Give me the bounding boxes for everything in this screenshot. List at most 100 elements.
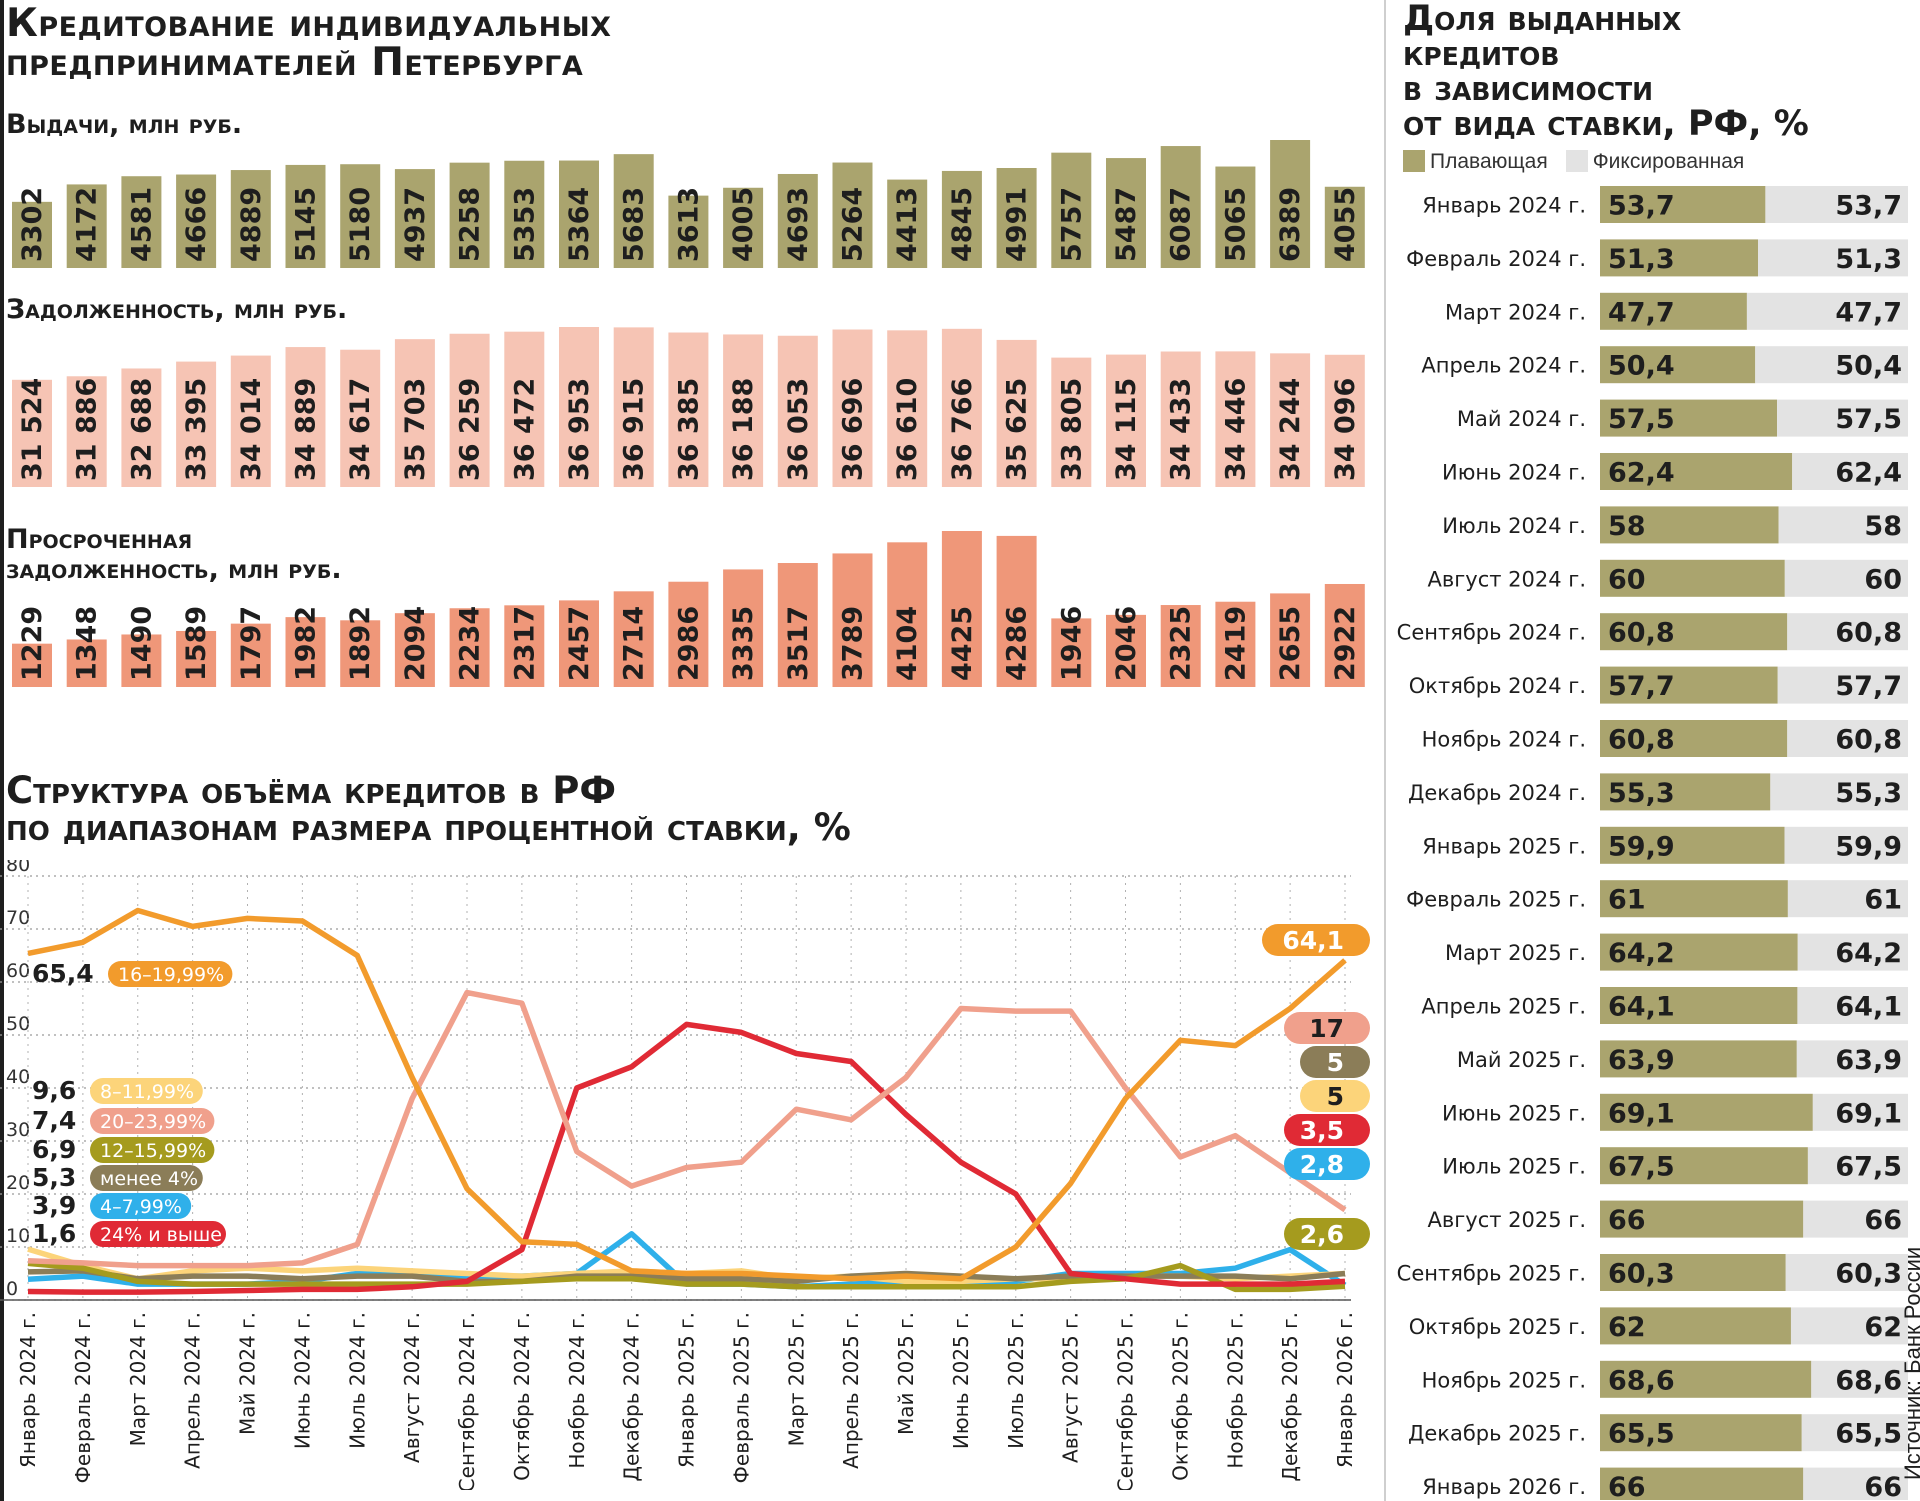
overdue-bar bbox=[941, 531, 982, 687]
overdue-label-line-1: Просроченная bbox=[6, 524, 193, 555]
rf-fixed-bar bbox=[1787, 613, 1908, 651]
issuance-value-label: 4845 bbox=[947, 187, 978, 262]
issuance-value-label: 4413 bbox=[892, 187, 923, 262]
debt-value-label: 36 188 bbox=[728, 378, 759, 481]
x-tick-label: Ноябрь 2025 г. bbox=[1223, 1312, 1247, 1469]
rf-fixed-value: 69,1 bbox=[1835, 1098, 1902, 1129]
rf-category-label: Ноябрь 2025 г. bbox=[1422, 1368, 1586, 1392]
debt-bar bbox=[723, 334, 764, 487]
debt-bar bbox=[449, 333, 490, 487]
overdue-value-label: 4104 bbox=[892, 606, 923, 681]
overdue-bar bbox=[1270, 593, 1311, 687]
overdue-value-label: 2655 bbox=[1275, 606, 1306, 681]
x-tick-label: Декабрь 2024 г. bbox=[620, 1312, 644, 1482]
rf-title: Доля выданных кредитов в зависимости от … bbox=[1403, 2, 1809, 142]
x-tick-label: Февраль 2024 г. bbox=[71, 1312, 95, 1483]
debt-bar bbox=[394, 339, 435, 487]
issuance-bar bbox=[723, 187, 764, 268]
overdue-bar bbox=[285, 617, 326, 687]
overdue-bar bbox=[723, 569, 764, 687]
rf-fixed-value: 53,7 bbox=[1835, 191, 1902, 222]
x-tick-label: Июнь 2025 г. bbox=[949, 1312, 973, 1449]
main-title-line-1: Кредитование индивидуальных bbox=[6, 1, 612, 46]
rf-fixed-bar bbox=[1755, 346, 1908, 384]
series-start-value: 7,4 bbox=[32, 1106, 76, 1135]
rf-floating-value: 69,1 bbox=[1608, 1098, 1675, 1129]
overdue-bar bbox=[66, 639, 107, 687]
series-start-value: 9,6 bbox=[32, 1076, 76, 1105]
legend-fixed: Фиксированная bbox=[1565, 150, 1744, 174]
rf-floating-bar bbox=[1600, 453, 1793, 490]
rf-fixed-value: 62,4 bbox=[1835, 458, 1902, 489]
y-tick-label: 30 bbox=[6, 1119, 30, 1141]
rf-category-label: Июнь 2024 г. bbox=[1442, 461, 1586, 485]
rf-fixed-value: 61 bbox=[1864, 885, 1902, 916]
rf-floating-bar bbox=[1600, 346, 1756, 384]
rf-fixed-bar bbox=[1792, 453, 1908, 490]
rf-floating-value: 65,5 bbox=[1608, 1419, 1675, 1450]
main-title-line-2: предпринимателей Петербурга bbox=[6, 40, 584, 85]
rf-fixed-value: 60,8 bbox=[1835, 725, 1902, 756]
rf-floating-value: 57,7 bbox=[1608, 671, 1675, 702]
rf-fixed-bar bbox=[1797, 987, 1908, 1024]
rf-floating-bar bbox=[1600, 292, 1747, 330]
rf-floating-bar bbox=[1600, 826, 1785, 864]
rf-fixed-bar bbox=[1803, 1200, 1908, 1238]
debt-value-label: 34 115 bbox=[1111, 378, 1142, 481]
overdue-value-label: 1348 bbox=[72, 606, 103, 681]
issuance-value-label: 4055 bbox=[1330, 187, 1361, 262]
rf-fixed-bar bbox=[1796, 1040, 1908, 1078]
overdue-bar bbox=[832, 553, 873, 687]
issuance-bar bbox=[449, 162, 490, 268]
rf-category-label: Октябрь 2024 г. bbox=[1409, 674, 1586, 698]
rf-floating-value: 62 bbox=[1608, 1312, 1646, 1343]
x-tick-label: Май 2025 г. bbox=[894, 1312, 918, 1435]
rf-fixed-bar bbox=[1787, 720, 1908, 757]
issuance-value-label: 4937 bbox=[400, 187, 431, 262]
overdue-value-label: 3789 bbox=[838, 606, 869, 681]
column-separator bbox=[1384, 0, 1386, 1501]
rf-fixed-bar bbox=[1797, 933, 1908, 971]
series-name-label: 24% и выше bbox=[100, 1224, 222, 1246]
rf-share-bar-chart: Январь 2024 г. 53,7 53,7 Февраль 2024 г. 51,… bbox=[1397, 186, 1908, 1500]
rf-fixed-value: 63,9 bbox=[1835, 1045, 1902, 1076]
debt-bar bbox=[1106, 354, 1146, 487]
rf-floating-bar bbox=[1600, 399, 1778, 437]
debt-bar bbox=[559, 327, 599, 487]
issuance-bar bbox=[559, 160, 599, 268]
rf-floating-value: 57,5 bbox=[1608, 404, 1675, 435]
rf-category-label: Сентябрь 2025 г. bbox=[1397, 1262, 1586, 1286]
line-chart-title: Структура объёма кредитов в РФ по диапаз… bbox=[6, 772, 851, 846]
rf-category-label: Май 2025 г. bbox=[1457, 1048, 1586, 1072]
series-name-pill bbox=[108, 961, 233, 987]
rf-floating-value: 66 bbox=[1608, 1472, 1646, 1500]
issuance-value-label: 5757 bbox=[1056, 187, 1087, 262]
x-tick-label: Август 2025 г. bbox=[1059, 1312, 1083, 1463]
rf-floating-value: 53,7 bbox=[1608, 191, 1675, 222]
rate-structure-line-chart: 0 10 20 30 40 50 60 70 80 Январь 2024 г. Февраль 2… bbox=[0, 860, 1370, 1490]
series-end-pill bbox=[1300, 1046, 1370, 1078]
issuance-value-label: 5683 bbox=[619, 187, 650, 262]
x-tick-label: Декабрь 2025 г. bbox=[1278, 1312, 1302, 1482]
overdue-bar bbox=[1051, 618, 1092, 687]
debt-bar bbox=[176, 361, 217, 487]
overdue-value-label: 2094 bbox=[400, 606, 431, 681]
series-start-value: 6,9 bbox=[32, 1135, 76, 1164]
debt-bar bbox=[340, 349, 381, 487]
issuance-bar bbox=[941, 170, 982, 268]
issuance-bar bbox=[340, 164, 381, 268]
debt-value-label: 34 889 bbox=[291, 378, 322, 481]
rf-fixed-value: 60 bbox=[1864, 564, 1902, 595]
debt-value-label: 36 472 bbox=[509, 378, 540, 481]
overdue-value-label: 2325 bbox=[1166, 606, 1197, 681]
debt-bar bbox=[121, 368, 162, 487]
rf-category-label: Июль 2025 г. bbox=[1442, 1155, 1586, 1179]
x-tick-label: Январь 2024 г. bbox=[16, 1312, 40, 1468]
rf-fixed-value: 57,7 bbox=[1835, 671, 1902, 702]
debt-bar bbox=[12, 379, 52, 487]
rf-fixed-bar bbox=[1746, 292, 1908, 330]
issuance-bar bbox=[996, 168, 1037, 268]
issuance-value-label: 6389 bbox=[1275, 187, 1306, 262]
debt-value-label: 36 766 bbox=[947, 378, 978, 481]
issuance-value-label: 4889 bbox=[236, 187, 267, 262]
